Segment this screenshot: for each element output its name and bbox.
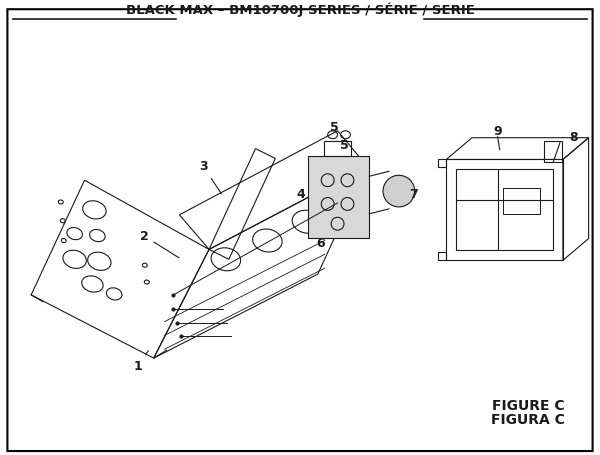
Bar <box>544 141 562 162</box>
Text: 8: 8 <box>569 131 577 144</box>
Text: 6: 6 <box>316 238 325 250</box>
Bar <box>439 159 446 167</box>
Text: 9: 9 <box>494 125 502 138</box>
Text: 1: 1 <box>134 351 148 373</box>
Bar <box>503 188 540 214</box>
Bar <box>308 157 369 238</box>
Text: 7: 7 <box>409 188 418 201</box>
Bar <box>439 253 446 260</box>
Text: 4: 4 <box>296 188 305 201</box>
Bar <box>446 159 563 260</box>
Text: 2: 2 <box>140 229 179 258</box>
Text: FIGURA C: FIGURA C <box>491 413 565 427</box>
Text: BLACK MAX – BM10700J SERIES / SÉRIE / SERIE: BLACK MAX – BM10700J SERIES / SÉRIE / SE… <box>125 3 475 17</box>
Text: FIGURE C: FIGURE C <box>492 399 565 414</box>
Bar <box>456 169 553 250</box>
Ellipse shape <box>383 175 415 207</box>
Text: 5: 5 <box>329 121 338 134</box>
Text: 3: 3 <box>199 160 221 194</box>
Text: 5: 5 <box>340 139 348 152</box>
